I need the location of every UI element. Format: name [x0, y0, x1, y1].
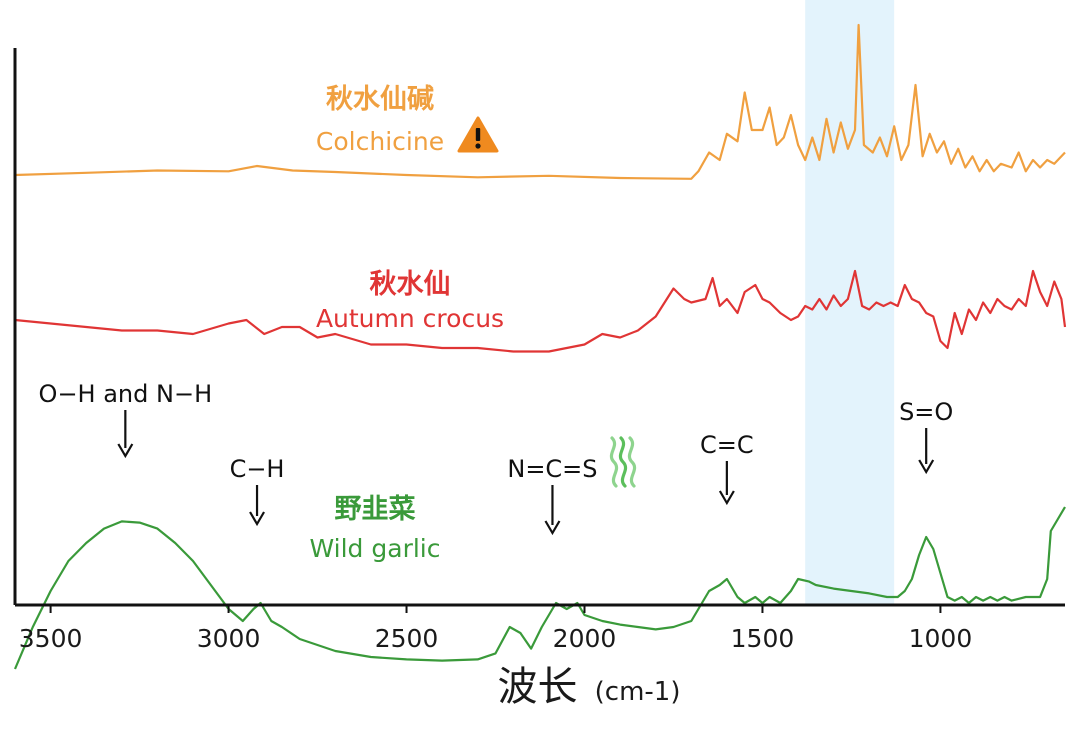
series-label-en-wild-garlic: Wild garlic — [310, 534, 441, 563]
highlight-band — [805, 0, 895, 605]
annotation-label: C−H — [230, 455, 285, 483]
series-labels: 秋水仙碱 Colchicine 秋水仙 Autumn crocus 野韭菜 Wild ga… — [310, 84, 505, 563]
series-label-zh-wild-garlic: 野韭菜 — [335, 494, 416, 525]
annotation-ch: C−H — [230, 455, 285, 527]
annotation-label: C=C — [700, 431, 754, 459]
annotation-label: N=C=S — [507, 455, 597, 483]
x-tick-label: 2500 — [375, 624, 439, 653]
annotation-arrow-head — [117, 443, 134, 459]
series-label-zh-autumn-crocus: 秋水仙 — [370, 269, 451, 300]
x-tick-label: 2000 — [553, 624, 617, 653]
annotation-arrow-head — [718, 490, 735, 506]
warning-triangle-icon — [457, 116, 499, 153]
series-line-colchicine — [14, 23, 1066, 180]
x-tick-label: 3500 — [19, 624, 83, 653]
x-axis-label-unit: (cm-1) — [595, 677, 681, 707]
annotations: O−H and N−H C−H N=C=S C=C S=O — [39, 380, 953, 536]
annotation-arrow-head — [918, 459, 935, 475]
annotation-label: S=O — [899, 398, 953, 426]
x-tick-label: 1500 — [731, 624, 795, 653]
x-axis-label-main: 波长 — [498, 664, 578, 710]
annotation-ncs: N=C=S — [507, 436, 637, 536]
x-tick-label: 1000 — [909, 624, 973, 653]
series-line-wild-garlic — [13, 506, 1066, 670]
annotation-cc: C=C — [700, 431, 754, 506]
series-label-zh-colchicine: 秋水仙碱 — [326, 84, 434, 115]
annotation-so: S=O — [899, 398, 953, 475]
annotation-arrow-head — [544, 520, 561, 536]
x-axis-label: 波长 (cm-1) — [498, 664, 681, 710]
series-layer — [13, 23, 1067, 670]
annotation-arrow-head — [249, 511, 265, 527]
series-label-en-colchicine: Colchicine — [316, 127, 444, 156]
series-label-en-autumn-crocus: Autumn crocus — [316, 304, 504, 333]
series-line-autumn-crocus — [14, 269, 1067, 353]
x-ticks: 3500 3000 2500 2000 1500 1000 — [19, 605, 972, 653]
annotation-oh-nh: O−H and N−H — [39, 380, 213, 459]
x-tick-label: 3000 — [197, 624, 261, 653]
smell-wave-icon — [609, 436, 637, 488]
annotation-label: O−H and N−H — [39, 380, 213, 408]
